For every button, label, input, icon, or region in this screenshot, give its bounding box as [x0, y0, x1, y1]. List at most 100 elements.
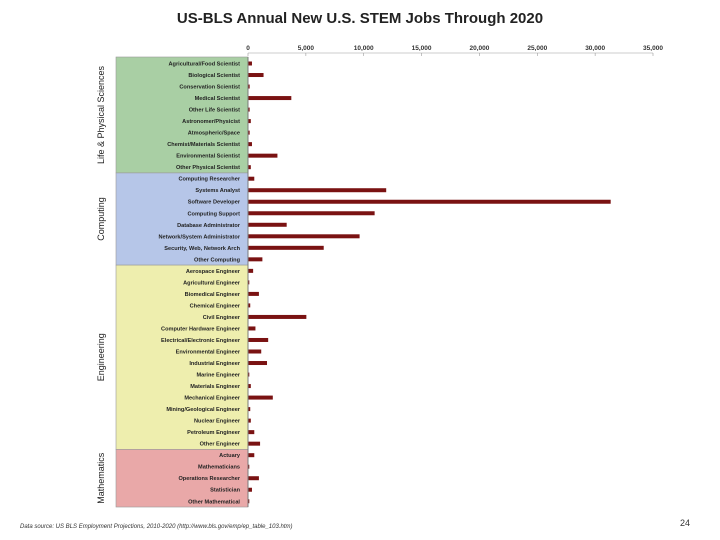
- category-label: Agricultural Engineer: [183, 280, 241, 286]
- category-label: Civil Engineer: [203, 315, 241, 321]
- bar: [248, 361, 268, 366]
- bar: [248, 245, 324, 250]
- bar: [248, 199, 611, 204]
- x-tick-label: 25,000: [527, 45, 547, 52]
- bar: [248, 430, 255, 435]
- category-label: Chemist/Materials Scientist: [167, 142, 240, 148]
- bar: [248, 487, 252, 492]
- bar: [248, 499, 250, 504]
- bar: [248, 96, 292, 101]
- page-number: 24: [680, 518, 691, 528]
- bar: [248, 73, 264, 78]
- x-tick-label: 0: [246, 45, 250, 52]
- category-label: Network/System Administrator: [158, 234, 240, 240]
- x-tick-label: 15,000: [412, 45, 432, 52]
- bar: [248, 188, 387, 193]
- category-label: Medical Scientist: [195, 96, 241, 102]
- category-label: Mining/Geological Engineer: [166, 407, 240, 413]
- category-label: Petroleum Engineer: [187, 430, 241, 436]
- category-labels: Agricultural/Food Scientist Biological Sc…: [158, 62, 240, 506]
- bar: [248, 222, 287, 227]
- x-tick-label: 10,000: [354, 45, 374, 52]
- category-label: Security, Web, Network Arch: [164, 246, 240, 252]
- bar: [248, 257, 263, 262]
- bar: [248, 176, 255, 181]
- bar: [248, 234, 360, 239]
- data-source-note: Data source: US BLS Employment Projectio…: [20, 524, 293, 530]
- bar: [248, 476, 259, 481]
- bar: [248, 337, 269, 342]
- bar: [248, 61, 252, 66]
- category-label: Operations Researcher: [178, 476, 240, 482]
- bar: [248, 395, 273, 400]
- category-label: Other Engineer: [200, 442, 241, 448]
- category-label: Other Life Scientist: [189, 108, 240, 114]
- category-label: Biological Scientist: [188, 73, 240, 79]
- category-label: Systems Analyst: [195, 188, 240, 194]
- x-tick-label: 5,000: [298, 45, 315, 52]
- axis-line: [247, 52, 653, 508]
- category-label: Mechanical Engineer: [184, 396, 240, 402]
- x-tick-label: 20,000: [469, 45, 489, 52]
- bar: [248, 407, 251, 412]
- category-label: Astronomer/Physicist: [182, 119, 240, 125]
- category-label: Environmental Scientist: [176, 154, 240, 160]
- x-tick-label: 35,000: [643, 45, 663, 52]
- x-axis-ticks: 0 5,000 10,000 15,000 20,000 25,000 30,000 35,0…: [246, 45, 663, 56]
- bar: [248, 280, 250, 285]
- bar: [248, 268, 254, 273]
- group-label: Mathematics: [96, 452, 106, 504]
- chart-title: US-BLS Annual New U.S. STEM Jobs Through…: [176, 10, 544, 27]
- group-bands: [115, 56, 249, 508]
- bar: [248, 291, 259, 296]
- category-label: Industrial Engineer: [189, 361, 240, 367]
- bar: [248, 349, 262, 354]
- category-label: Other Mathematical: [188, 499, 240, 505]
- category-label: Atmospheric/Space: [188, 131, 240, 137]
- bar: [248, 142, 252, 147]
- bar: [248, 464, 250, 469]
- bar: [248, 119, 251, 124]
- group-band: [115, 172, 249, 266]
- bar: [248, 303, 251, 308]
- category-label: Mathematicians: [198, 465, 240, 471]
- x-tick-label: 30,000: [585, 45, 605, 52]
- category-label: Marine Engineer: [196, 373, 240, 379]
- category-label: Statistician: [210, 488, 240, 494]
- bar: [248, 384, 251, 389]
- bar: [248, 153, 278, 158]
- category-label: Materials Engineer: [190, 384, 241, 390]
- category-label: Computer Hardware Engineer: [161, 326, 241, 332]
- category-label: Chemical Engineer: [190, 303, 241, 309]
- bar: [248, 453, 255, 458]
- group-labels: Life & Physical Sciences Computing Enginee…: [96, 65, 106, 503]
- category-label: Computing Researcher: [178, 177, 240, 183]
- category-label: Computing Support: [187, 211, 240, 217]
- bar: [248, 107, 250, 112]
- category-label: Conservation Scientist: [179, 85, 240, 91]
- bar: [248, 130, 250, 135]
- category-label: Database Administrator: [177, 223, 241, 229]
- bar: [248, 211, 375, 216]
- bar: [248, 84, 250, 89]
- category-label: Software Developer: [188, 200, 241, 206]
- category-label: Biomedical Engineer: [185, 292, 241, 298]
- category-label: Agricultural/Food Scientist: [169, 62, 241, 68]
- category-label: Environmental Engineer: [176, 350, 241, 356]
- group-label: Engineering: [96, 333, 106, 381]
- bar: [248, 372, 250, 377]
- category-label: Actuary: [219, 453, 241, 459]
- category-label: Other Physical Scientist: [176, 165, 240, 171]
- group-band: [115, 449, 249, 508]
- bars: [248, 61, 611, 504]
- group-label: Life & Physical Sciences: [96, 65, 106, 164]
- category-label: Aerospace Engineer: [186, 269, 241, 275]
- bar: [248, 441, 261, 446]
- group-label: Computing: [96, 197, 106, 241]
- category-label: Nuclear Engineer: [194, 419, 241, 425]
- bar: [248, 418, 251, 423]
- category-label: Other Computing: [194, 257, 241, 263]
- bar: [248, 314, 307, 319]
- bar: [248, 326, 256, 331]
